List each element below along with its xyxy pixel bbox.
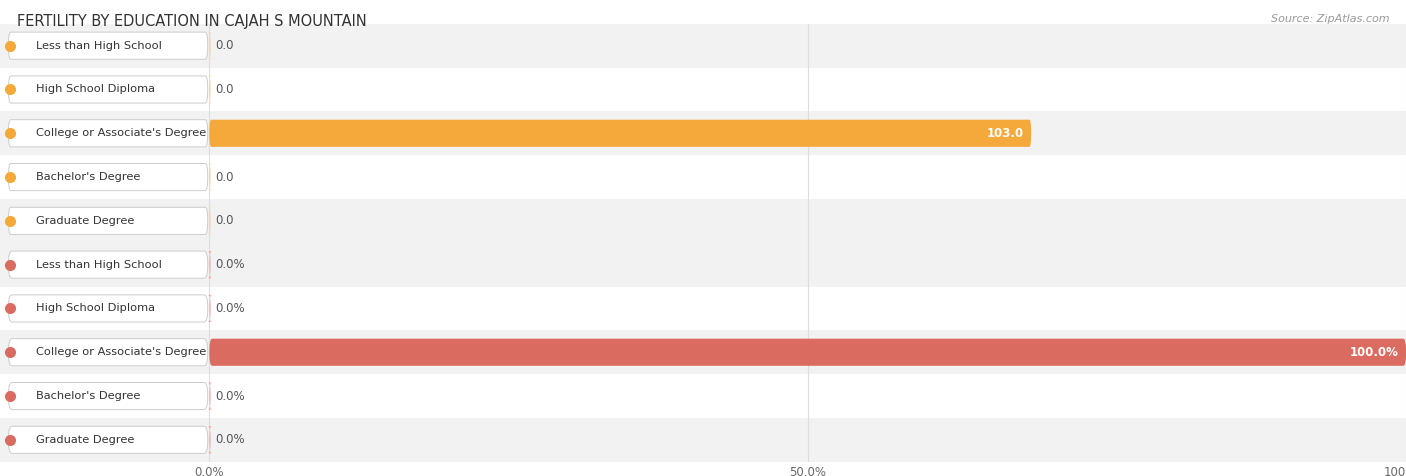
FancyBboxPatch shape — [209, 119, 1031, 147]
Bar — [0, 418, 1406, 462]
Text: 0.0%: 0.0% — [215, 302, 245, 315]
FancyBboxPatch shape — [208, 32, 211, 60]
FancyBboxPatch shape — [208, 163, 211, 191]
Text: 100.0%: 100.0% — [1350, 346, 1399, 359]
Bar — [0, 287, 1406, 330]
Text: 0.0%: 0.0% — [215, 258, 245, 271]
Text: 0.0%: 0.0% — [215, 433, 245, 446]
Bar — [0, 243, 1406, 287]
Text: High School Diploma: High School Diploma — [37, 303, 155, 314]
Bar — [0, 199, 1406, 243]
Text: 0.0%: 0.0% — [215, 389, 245, 403]
FancyBboxPatch shape — [208, 426, 212, 454]
Text: 103.0: 103.0 — [987, 127, 1024, 140]
FancyBboxPatch shape — [209, 338, 1406, 366]
Text: Graduate Degree: Graduate Degree — [37, 216, 135, 226]
FancyBboxPatch shape — [8, 251, 208, 278]
Bar — [0, 330, 1406, 374]
FancyBboxPatch shape — [8, 295, 208, 322]
Text: College or Associate's Degree: College or Associate's Degree — [37, 128, 207, 139]
Text: 0.0: 0.0 — [215, 170, 233, 184]
Text: 0.0: 0.0 — [215, 214, 233, 228]
Text: Less than High School: Less than High School — [37, 259, 162, 270]
Bar — [0, 24, 1406, 68]
FancyBboxPatch shape — [8, 32, 208, 60]
Bar — [0, 374, 1406, 418]
FancyBboxPatch shape — [208, 295, 212, 322]
Text: Source: ZipAtlas.com: Source: ZipAtlas.com — [1271, 14, 1389, 24]
Text: 0.0: 0.0 — [215, 83, 233, 96]
Bar — [0, 111, 1406, 155]
FancyBboxPatch shape — [8, 426, 208, 454]
Text: Less than High School: Less than High School — [37, 40, 162, 51]
Bar — [0, 68, 1406, 111]
FancyBboxPatch shape — [208, 76, 211, 103]
FancyBboxPatch shape — [8, 207, 208, 235]
Text: Bachelor's Degree: Bachelor's Degree — [37, 391, 141, 401]
Text: College or Associate's Degree: College or Associate's Degree — [37, 347, 207, 357]
FancyBboxPatch shape — [8, 163, 208, 191]
Text: Bachelor's Degree: Bachelor's Degree — [37, 172, 141, 182]
FancyBboxPatch shape — [208, 251, 212, 278]
Bar — [0, 155, 1406, 199]
FancyBboxPatch shape — [208, 382, 212, 410]
FancyBboxPatch shape — [8, 338, 208, 366]
FancyBboxPatch shape — [208, 207, 211, 235]
Text: 0.0: 0.0 — [215, 39, 233, 52]
FancyBboxPatch shape — [8, 382, 208, 410]
FancyBboxPatch shape — [8, 119, 208, 147]
Text: FERTILITY BY EDUCATION IN CAJAH S MOUNTAIN: FERTILITY BY EDUCATION IN CAJAH S MOUNTA… — [17, 14, 367, 30]
Text: High School Diploma: High School Diploma — [37, 84, 155, 95]
Text: Graduate Degree: Graduate Degree — [37, 435, 135, 445]
FancyBboxPatch shape — [8, 76, 208, 103]
